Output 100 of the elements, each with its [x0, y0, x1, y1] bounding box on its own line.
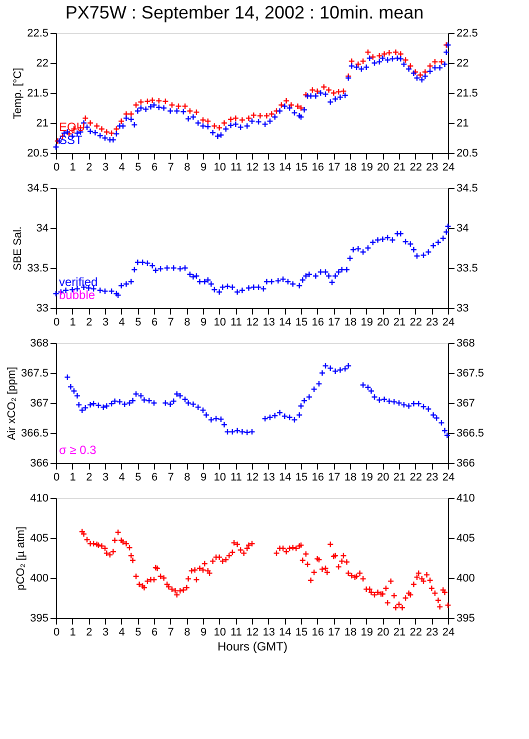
x-tick-label: 1 [70, 316, 76, 328]
x-tick-label: 16 [312, 316, 324, 328]
x-tick-label: 4 [118, 472, 125, 484]
y2-tick-label: 400 [456, 572, 475, 584]
x-tick-label: 11 [230, 626, 242, 638]
x-tick-label: 5 [135, 472, 142, 484]
x-tick-label: 18 [344, 162, 357, 174]
x-tick-label: 6 [151, 162, 158, 174]
x-tick-label: 2 [86, 316, 92, 328]
y2-tick-label: 33.5 [456, 262, 478, 274]
y2-tick-label: 33 [456, 302, 469, 314]
x-tick-label: 4 [118, 162, 125, 174]
x-tick-label: 8 [184, 316, 190, 328]
y2-tick-label: 367.5 [456, 368, 484, 380]
x-tick-label: 23 [426, 626, 438, 638]
x-tick-label: 23 [426, 162, 438, 174]
y2-tick-label: 21 [456, 118, 469, 130]
x-tick-label: 9 [200, 316, 207, 328]
x-tick-label: 7 [168, 472, 174, 484]
x-tick-label: 13 [262, 626, 275, 638]
y-tick-label: 405 [30, 532, 48, 544]
x-tick-label: 21 [393, 316, 406, 328]
x-tick-label: 15 [295, 316, 308, 328]
x-tick-label: 4 [118, 316, 125, 328]
x-tick-label: 1 [70, 162, 76, 174]
y2-tick-label: 395 [456, 612, 475, 624]
x-tick-label: 10 [214, 316, 226, 328]
x-tick-label: 14 [279, 162, 292, 174]
x-tick-label: 8 [184, 472, 190, 484]
y-axis-title: pCO₂ [µ atm] [15, 526, 28, 590]
x-tick-label: 9 [200, 626, 207, 638]
x-tick-label: 17 [328, 472, 340, 484]
x-tick-label: 2 [86, 472, 92, 484]
x-tick-label: 17 [328, 626, 340, 638]
x-tick-label: 11 [230, 316, 242, 328]
y-tick-label: 368 [30, 338, 48, 350]
x-tick-label: 5 [135, 162, 142, 174]
x-tick-label: 15 [295, 626, 308, 638]
x-tick-label: 18 [344, 626, 357, 638]
x-tick-label: 2 [86, 626, 92, 638]
x-tick-label: 19 [360, 472, 373, 484]
x-tick-label: 6 [151, 472, 158, 484]
x-tick-label: 20 [377, 626, 390, 638]
x-tick-label: 15 [295, 162, 308, 174]
y-tick-label: 20.5 [27, 148, 48, 160]
y2-tick-label: 34 [456, 222, 469, 234]
x-tick-label: 12 [246, 472, 259, 484]
x-tick-label: 15 [295, 472, 308, 484]
x-tick-label: 4 [118, 626, 125, 638]
x-tick-label: 13 [262, 472, 275, 484]
y-axis-title: SBE Sal. [12, 226, 24, 271]
x-tick-label: 22 [410, 316, 422, 328]
x-tick-label: 11 [230, 472, 242, 484]
x-tick-label: 17 [328, 162, 340, 174]
y-tick-label: 33.5 [27, 262, 48, 274]
x-tick-label: 11 [230, 162, 242, 174]
x-axis-title: Hours (GMT) [218, 640, 288, 654]
y2-tick-label: 366 [456, 458, 475, 470]
x-tick-label: 21 [393, 162, 406, 174]
x-tick-label: 19 [360, 626, 373, 638]
legend-label: bubble [59, 288, 96, 302]
y-tick-label: 21.5 [27, 88, 48, 100]
x-tick-label: 3 [102, 472, 109, 484]
series-label: verified [59, 275, 98, 289]
x-tick-label: 19 [360, 316, 373, 328]
x-tick-label: 0 [53, 316, 60, 328]
y-axis-title: Air xCO₂ [ppm] [6, 366, 18, 440]
x-tick-label: 6 [151, 316, 158, 328]
y-tick-label: 22 [36, 58, 48, 70]
y2-tick-label: 367 [456, 398, 475, 410]
x-tick-label: 7 [168, 162, 174, 174]
y2-tick-label: 34.5 [456, 182, 478, 194]
x-tick-label: 10 [214, 472, 226, 484]
x-tick-label: 9 [200, 162, 207, 174]
x-tick-label: 24 [442, 626, 455, 638]
chart-title: PX75W : September 14, 2002 : 10min. mean [65, 2, 424, 22]
x-tick-label: 3 [102, 316, 109, 328]
x-tick-label: 12 [246, 316, 259, 328]
x-tick-label: 24 [442, 316, 455, 328]
y2-tick-label: 20.5 [456, 148, 478, 160]
x-tick-label: 14 [279, 472, 292, 484]
x-tick-label: 12 [246, 626, 259, 638]
x-tick-label: 21 [393, 472, 406, 484]
x-tick-label: 22 [410, 626, 422, 638]
y-tick-label: 400 [30, 572, 48, 584]
x-tick-label: 22 [410, 162, 422, 174]
x-tick-label: 19 [360, 162, 373, 174]
x-tick-label: 10 [214, 162, 226, 174]
y2-tick-label: 366.5 [456, 428, 484, 440]
x-tick-label: 3 [102, 162, 109, 174]
x-tick-label: 20 [377, 472, 390, 484]
y-tick-label: 367 [30, 398, 48, 410]
y-tick-label: 33 [36, 302, 48, 314]
x-tick-label: 16 [312, 472, 324, 484]
x-tick-label: 24 [442, 162, 455, 174]
y2-tick-label: 410 [456, 492, 475, 504]
y-tick-label: 410 [30, 492, 48, 504]
x-tick-label: 20 [377, 316, 390, 328]
x-tick-label: 18 [344, 316, 357, 328]
x-tick-label: 9 [200, 472, 207, 484]
